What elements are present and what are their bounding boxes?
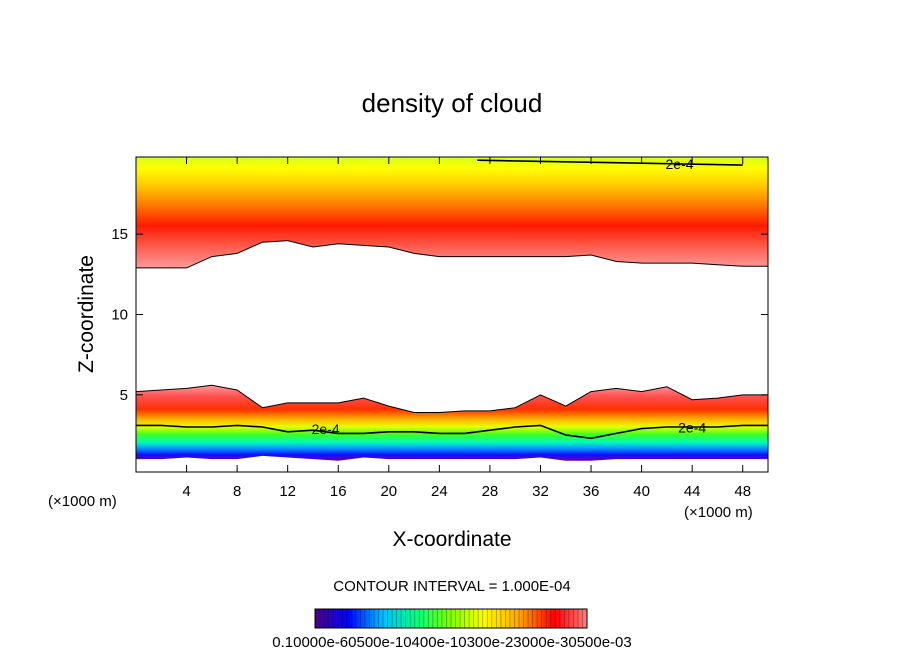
y-tick-label: 10 [111, 307, 128, 324]
x-axis-label: X-coordinate [392, 528, 511, 551]
lower-cloud-layer [136, 385, 768, 461]
contour-label: 2e-4 [678, 420, 706, 436]
x-tick-label: 40 [633, 483, 650, 500]
x-tick-label: 20 [380, 483, 397, 500]
y-tick-label: 15 [111, 226, 128, 243]
contour-2e-4-upper [477, 159, 743, 166]
colorbar-ticks [319, 609, 583, 628]
x-tick-label: 24 [431, 483, 448, 500]
lower-top-contour [136, 384, 768, 413]
colorbar [314, 608, 588, 629]
x-tick-label: 16 [330, 483, 347, 500]
x-tick-label: 48 [734, 483, 751, 500]
contour-label: 2e-4 [312, 421, 340, 437]
y-axis-label: Z-coordinate [75, 255, 98, 373]
x-unit-right: (×1000 m) [684, 504, 753, 521]
x-tick-label: 28 [482, 483, 499, 500]
y-tick-label: 5 [120, 387, 128, 404]
x-tick-label: 4 [182, 483, 190, 500]
x-tick-label: 44 [684, 483, 701, 500]
contour-2e-4-lower [136, 424, 768, 440]
contour-label: 2e-4 [666, 156, 694, 172]
x-tick-label: 32 [532, 483, 549, 500]
upper-base-contour [136, 240, 768, 269]
x-tick-label: 8 [233, 483, 241, 500]
contour-interval-text: CONTOUR INTERVAL = 1.000E-04 [333, 578, 570, 595]
x-tick-label: 36 [583, 483, 600, 500]
x-unit-left: (×1000 m) [48, 493, 117, 510]
plot-area: 2e-4 2e-4 2e-4 [136, 156, 768, 461]
x-tick-label: 12 [279, 483, 296, 500]
colorbar-labels: 0.10000e-60500e-10400e-10300e-23000e-305… [272, 634, 632, 651]
upper-cloud-layer [136, 157, 768, 268]
chart-title: density of cloud [362, 88, 543, 118]
